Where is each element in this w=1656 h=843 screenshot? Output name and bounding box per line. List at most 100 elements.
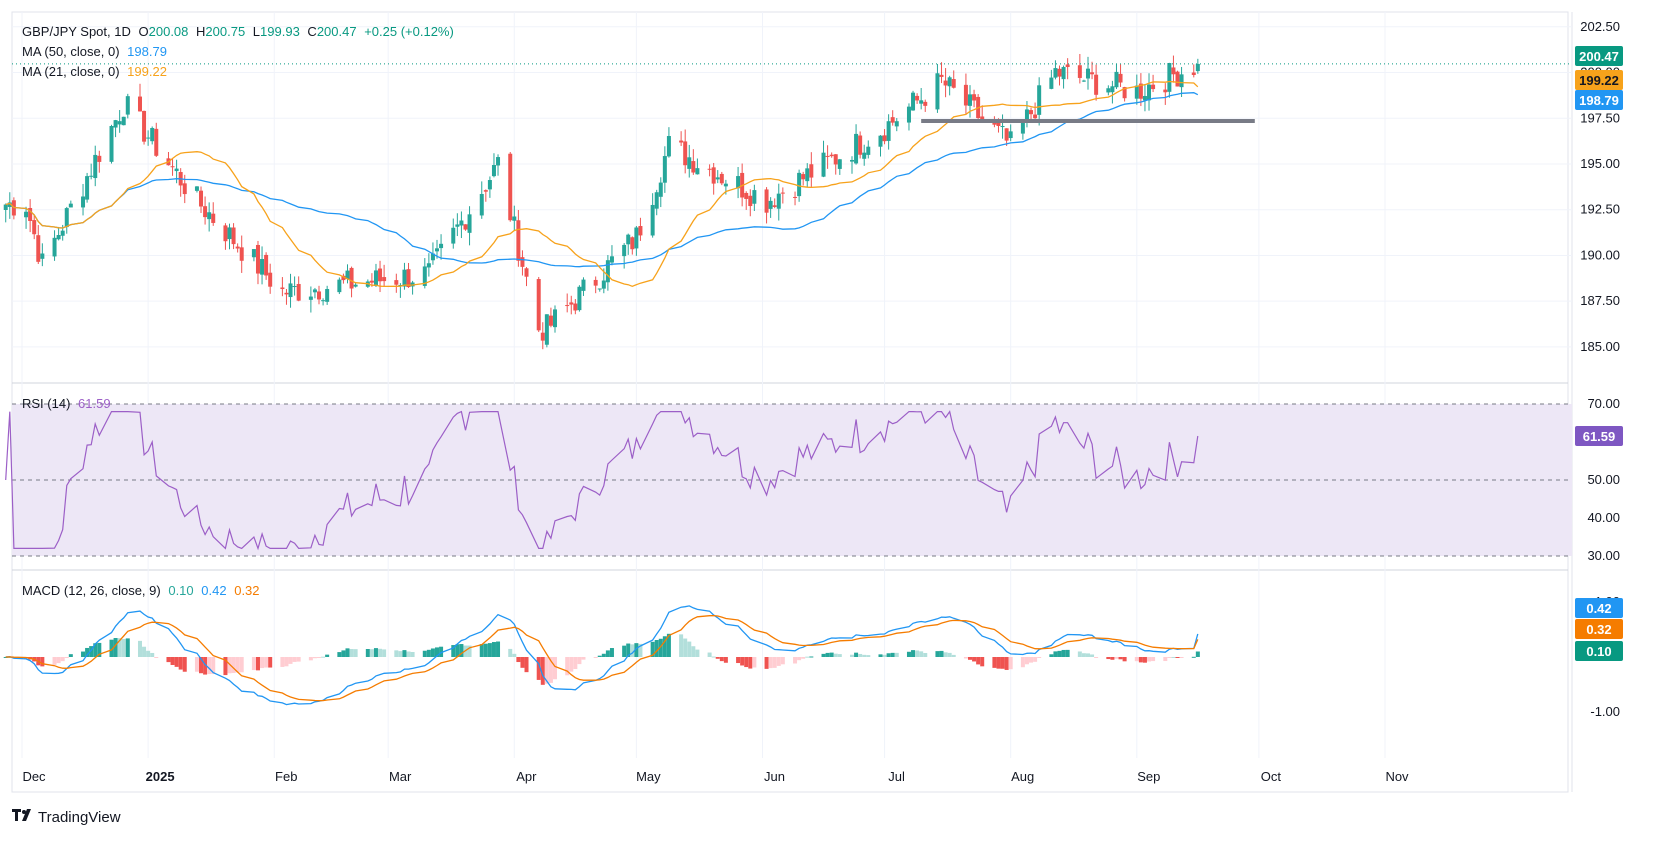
macd-histogram-bar bbox=[581, 657, 586, 660]
candle bbox=[1142, 96, 1147, 101]
candle bbox=[3, 204, 8, 210]
candle bbox=[68, 203, 73, 208]
candle bbox=[605, 260, 610, 283]
macd-histogram-bar bbox=[833, 653, 838, 657]
rsi-badge: 61.59 bbox=[1575, 426, 1623, 446]
macd-histogram-bar bbox=[1000, 657, 1005, 669]
candle bbox=[239, 247, 244, 261]
candle bbox=[866, 146, 871, 155]
candle bbox=[793, 196, 798, 198]
candle bbox=[251, 249, 256, 258]
macd-histogram-bar bbox=[89, 646, 94, 657]
ma21-value: 199.22 bbox=[127, 64, 167, 79]
candle bbox=[56, 235, 61, 240]
tradingview-brand[interactable]: TradingView bbox=[12, 808, 121, 826]
candle bbox=[1167, 63, 1172, 92]
macd-histogram-bar bbox=[911, 650, 916, 657]
candle bbox=[382, 277, 387, 282]
candle bbox=[40, 253, 45, 259]
candle bbox=[260, 259, 265, 275]
macd-histogram-bar bbox=[829, 652, 834, 657]
candle bbox=[1147, 84, 1152, 101]
macd-histogram-bar bbox=[113, 638, 118, 657]
candle bbox=[142, 110, 147, 142]
macd-histogram-bar bbox=[280, 657, 285, 667]
symbol-label[interactable]: GBP/JPY Spot, 1D bbox=[22, 24, 131, 39]
macd-legend[interactable]: MACD (12, 26, close, 9) 0.10 0.42 0.32 bbox=[22, 583, 264, 598]
macd-histogram-bar bbox=[406, 651, 411, 657]
macd-histogram-bar bbox=[81, 651, 86, 657]
macd-histogram-bar bbox=[622, 645, 627, 657]
macd-histogram-bar bbox=[337, 652, 342, 657]
candle bbox=[1134, 85, 1139, 99]
ma21-label: MA (21, close, 0) bbox=[22, 64, 120, 79]
candle bbox=[296, 283, 301, 301]
macd-histogram-bar bbox=[268, 657, 273, 668]
macd-histogram-bar bbox=[866, 655, 871, 657]
candle bbox=[719, 173, 724, 184]
macd-histogram-bar bbox=[695, 649, 700, 657]
macd-histogram-bar bbox=[369, 649, 374, 657]
candle bbox=[32, 220, 37, 235]
candle bbox=[378, 268, 383, 282]
candle bbox=[1151, 84, 1156, 90]
rsi-tick-label: 30.00 bbox=[1587, 548, 1620, 563]
candle bbox=[565, 305, 570, 307]
signal-line bbox=[5, 614, 1199, 702]
macd-histogram-bar bbox=[1147, 657, 1152, 662]
macd-histogram-bar bbox=[516, 657, 521, 663]
macd-histogram-bar bbox=[1049, 654, 1054, 657]
open-value: 200.08 bbox=[148, 24, 189, 39]
candle bbox=[1114, 71, 1119, 88]
macd-histogram-bar bbox=[825, 652, 830, 657]
rsi-tick-label: 40.00 bbox=[1587, 510, 1620, 525]
macd-histogram-bar bbox=[239, 657, 244, 673]
macd-histogram-bar bbox=[483, 643, 488, 657]
candle bbox=[744, 192, 749, 199]
candle bbox=[512, 216, 517, 221]
macd-histogram-bar bbox=[797, 657, 802, 661]
rsi-legend[interactable]: RSI (14) 61.59 bbox=[22, 396, 115, 411]
macd-line-value: 0.42 bbox=[201, 583, 227, 598]
candle bbox=[967, 94, 972, 106]
macd-histogram-bar bbox=[211, 657, 216, 675]
rsi-value: 61.59 bbox=[78, 396, 111, 411]
low-value: 199.93 bbox=[260, 24, 300, 39]
macd-signal-value: 0.32 bbox=[234, 583, 260, 598]
ma21-badge: 199.22 bbox=[1575, 70, 1623, 90]
candle bbox=[894, 121, 899, 127]
macd-histogram-bar bbox=[1037, 657, 1042, 658]
macd-histogram-bar bbox=[231, 657, 236, 674]
macd-histogram-bar bbox=[321, 656, 326, 658]
y-tick-label: 190.00 bbox=[1580, 247, 1620, 262]
candle bbox=[923, 101, 928, 106]
candle bbox=[829, 154, 834, 157]
candle bbox=[715, 177, 720, 180]
macd-histogram-bar bbox=[1191, 656, 1196, 658]
candle bbox=[36, 235, 41, 262]
macd-histogram-bar bbox=[972, 657, 977, 662]
candle bbox=[1118, 73, 1123, 83]
candle bbox=[854, 133, 859, 164]
candle bbox=[137, 96, 142, 112]
ma50-legend[interactable]: MA (50, close, 0) 198.79 bbox=[22, 44, 171, 59]
macd-histogram-bar bbox=[194, 657, 199, 672]
macd-line bbox=[5, 605, 1199, 706]
macd-histogram-bar bbox=[1106, 657, 1111, 660]
candle bbox=[463, 224, 468, 230]
macd-histogram-bar bbox=[638, 643, 643, 657]
candle bbox=[146, 137, 151, 139]
candle bbox=[353, 284, 358, 287]
ma21-legend[interactable]: MA (21, close, 0) 199.22 bbox=[22, 64, 171, 79]
candle bbox=[1049, 77, 1054, 89]
candle bbox=[109, 126, 114, 162]
candle bbox=[638, 226, 643, 236]
macd-histogram-bar bbox=[894, 652, 899, 657]
brand-name: TradingView bbox=[38, 808, 121, 826]
candle bbox=[919, 100, 924, 104]
candle bbox=[451, 227, 456, 244]
candle bbox=[1000, 126, 1005, 128]
candle bbox=[858, 135, 863, 155]
candle bbox=[194, 186, 199, 191]
